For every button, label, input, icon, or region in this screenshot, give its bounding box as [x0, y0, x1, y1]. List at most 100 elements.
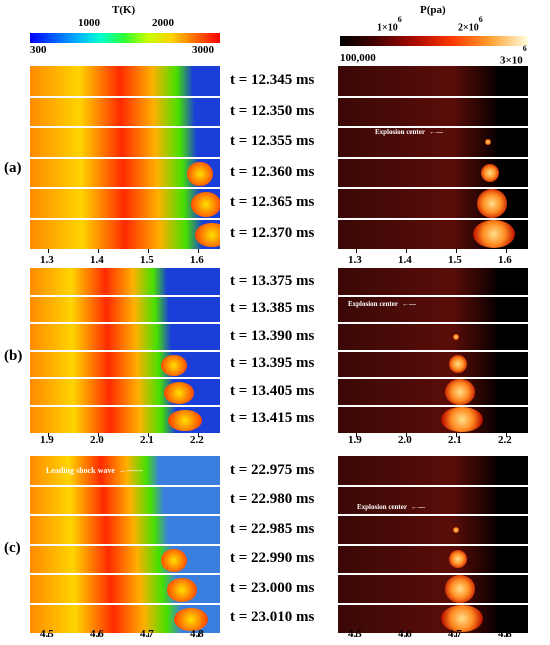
pressure-colorbar-title: P(pa)	[420, 4, 446, 16]
pressure-tick-3e6: 3×106	[500, 44, 527, 67]
time-label: t = 13.395 ms	[230, 355, 315, 372]
axis-tick-mark	[98, 633, 99, 637]
pressure-tick-2e6-base: 2×10	[458, 22, 479, 34]
temperature-axis-tick: 2.1	[140, 434, 154, 446]
strip-divider	[30, 322, 220, 324]
explosion-blob	[477, 189, 508, 218]
pressure-tick-100000: 100,000	[340, 52, 376, 64]
pressure-axis-tick: 2.1	[448, 434, 462, 446]
temperature-field-1	[30, 66, 220, 249]
pressure-axis-tick: 1.5	[448, 254, 462, 266]
strip-divider	[30, 514, 220, 516]
axis-tick-mark	[456, 633, 457, 637]
temperature-field-3	[30, 456, 220, 633]
time-label: t = 12.345 ms	[230, 72, 315, 89]
pressure-tick-3e6-base: 3×10	[500, 54, 523, 67]
temperature-strip	[30, 96, 196, 127]
hot-spot	[160, 354, 187, 376]
strip-divider	[338, 95, 528, 98]
axis-tick-mark	[48, 433, 49, 437]
hot-spot	[194, 222, 220, 247]
arrow-left-icon: ←—	[428, 128, 443, 136]
temperature-strip	[30, 603, 182, 633]
pressure-tick-1e6-exp: 6	[397, 15, 402, 24]
pressure-field-1	[338, 66, 528, 249]
axis-tick-mark	[148, 433, 149, 437]
strip-divider	[338, 404, 528, 407]
temperature-strip	[30, 350, 173, 378]
axis-tick-mark	[356, 249, 357, 253]
time-label: t = 12.360 ms	[230, 163, 315, 180]
axis-tick-mark	[48, 249, 49, 253]
panel-label: (a)	[4, 160, 22, 176]
axis-tick-mark	[148, 633, 149, 637]
explosion-blob	[448, 355, 467, 374]
pressure-axis-tick: 2.2	[498, 434, 512, 446]
temperature-colorbar-title: T(K)	[112, 4, 136, 16]
pressure-colorbar	[340, 36, 528, 46]
temperature-strip	[30, 378, 175, 406]
temperature-tick-300: 300	[30, 44, 47, 56]
time-label: t = 22.985 ms	[230, 520, 315, 537]
time-label: t = 13.375 ms	[230, 272, 315, 289]
hot-spot	[167, 578, 198, 602]
explosion-center-label: Explosion center	[375, 128, 425, 136]
axis-tick-mark	[506, 433, 507, 437]
pressure-axis-tick: 4.8	[498, 628, 512, 640]
axis-tick-mark	[148, 249, 149, 253]
axis-tick-mark	[198, 633, 199, 637]
panel-label: (b)	[4, 348, 23, 364]
axis-tick-mark	[198, 249, 199, 253]
strip-divider	[338, 217, 528, 220]
time-label: t = 23.000 ms	[230, 579, 315, 596]
temperature-tick-3000: 3000	[192, 44, 214, 56]
leading-shock-wave-label: Leading shock wave	[46, 466, 115, 475]
strip-divider	[30, 349, 220, 352]
axis-tick-mark	[506, 249, 507, 253]
axis-tick-mark	[406, 633, 407, 637]
pressure-axis-tick: 1.3	[348, 254, 362, 266]
hot-spot	[191, 192, 220, 217]
axis-tick-mark	[48, 633, 49, 637]
temperature-strip	[30, 157, 200, 188]
strip-divider	[30, 377, 220, 379]
temperature-tick-2000: 2000	[152, 17, 174, 29]
arrow-left-icon: ←—	[410, 503, 425, 511]
temperature-axis-tick: 4.8	[190, 628, 204, 640]
temperature-axis-tick: 1.3	[40, 254, 54, 266]
temperature-strip	[30, 188, 201, 219]
temperature-axis-tick: 4.6	[90, 628, 104, 640]
temperature-field-2	[30, 268, 220, 433]
axis-tick-mark	[456, 433, 457, 437]
strip-divider	[30, 156, 220, 159]
explosion-blob	[485, 139, 492, 146]
temperature-axis-tick: 1.6	[190, 254, 204, 266]
axis-tick-mark	[356, 633, 357, 637]
leading-shock-wave-annotation: Leading shock wave ←——	[46, 466, 143, 475]
temperature-strip	[30, 66, 194, 97]
axis-tick-mark	[98, 433, 99, 437]
pressure-axis-tick: 4.6	[398, 628, 412, 640]
explosion-center-label: Explosion center	[357, 503, 407, 511]
temperature-strip	[30, 405, 177, 433]
time-label: t = 13.405 ms	[230, 382, 315, 399]
explosion-blob	[440, 406, 483, 432]
explosion-center-annotation: Explosion center ←—	[375, 128, 443, 136]
axis-tick-mark	[456, 249, 457, 253]
axis-tick-mark	[406, 433, 407, 437]
temperature-strip	[30, 127, 198, 158]
strip-divider	[338, 514, 528, 516]
hot-spot	[160, 548, 187, 572]
explosion-blob	[481, 163, 500, 182]
axis-tick-mark	[98, 249, 99, 253]
time-label: t = 12.355 ms	[230, 133, 315, 150]
strip-divider	[338, 377, 528, 379]
temperature-axis-tick: 1.9	[40, 434, 54, 446]
strip-divider	[338, 484, 528, 487]
temperature-axis-tick: 1.4	[90, 254, 104, 266]
hot-spot	[164, 382, 195, 404]
pressure-axis-tick: 1.9	[348, 434, 362, 446]
explosion-blob	[473, 219, 516, 248]
temperature-axis-tick: 4.5	[40, 628, 54, 640]
time-label: t = 12.365 ms	[230, 194, 315, 211]
